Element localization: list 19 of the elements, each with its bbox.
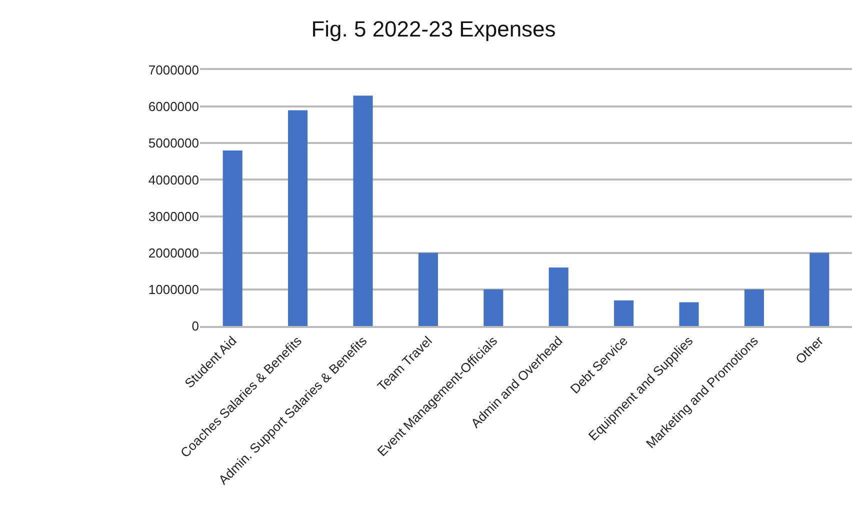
- bar: [679, 302, 699, 326]
- chart-title: Fig. 5 2022-23 Expenses: [311, 16, 556, 42]
- y-tick-label: 5000000: [148, 136, 199, 151]
- y-tick-label: 6000000: [148, 99, 199, 114]
- y-tick-label: 3000000: [148, 208, 199, 224]
- bar: [222, 150, 242, 326]
- bar: [614, 300, 634, 326]
- y-tick-label: 7000000: [148, 62, 199, 78]
- y-tick-label: 4000000: [148, 172, 199, 188]
- y-tick-label: 1000000: [148, 282, 199, 297]
- y-tick-label: 0: [192, 318, 199, 334]
- bar: [810, 252, 830, 326]
- bar: [418, 252, 438, 326]
- bar: [548, 267, 568, 326]
- y-tick-label: 2000000: [148, 245, 199, 260]
- bar: [353, 96, 373, 326]
- bar: [288, 110, 308, 326]
- bar: [484, 289, 504, 326]
- bar: [744, 289, 764, 326]
